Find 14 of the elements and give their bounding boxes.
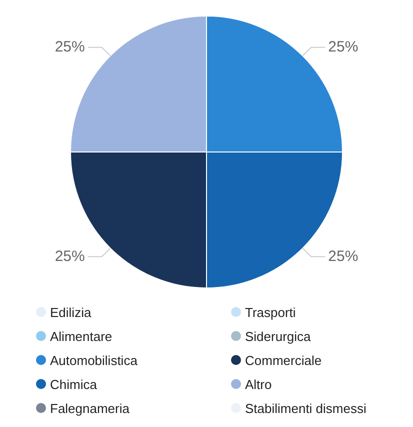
data-label: 25% bbox=[328, 248, 358, 265]
legend-label: Altro bbox=[244, 376, 273, 394]
legend-label: Automobilistica bbox=[49, 352, 138, 370]
legend-label: Stabilimenti dismessi bbox=[244, 400, 368, 418]
legend-label: Siderurgica bbox=[244, 328, 312, 346]
legend-label: Alimentare bbox=[49, 328, 114, 346]
data-label: 25% bbox=[54, 248, 85, 265]
legend-label: Commerciale bbox=[244, 352, 323, 370]
legend-label: Trasporti bbox=[244, 304, 297, 322]
legend-label: Falegnameria bbox=[49, 400, 130, 418]
legend-label: Edilizia bbox=[49, 304, 92, 322]
data-label: 25% bbox=[54, 38, 85, 56]
data-label: 25% bbox=[328, 38, 358, 56]
legend-label: Chimica bbox=[49, 376, 98, 394]
